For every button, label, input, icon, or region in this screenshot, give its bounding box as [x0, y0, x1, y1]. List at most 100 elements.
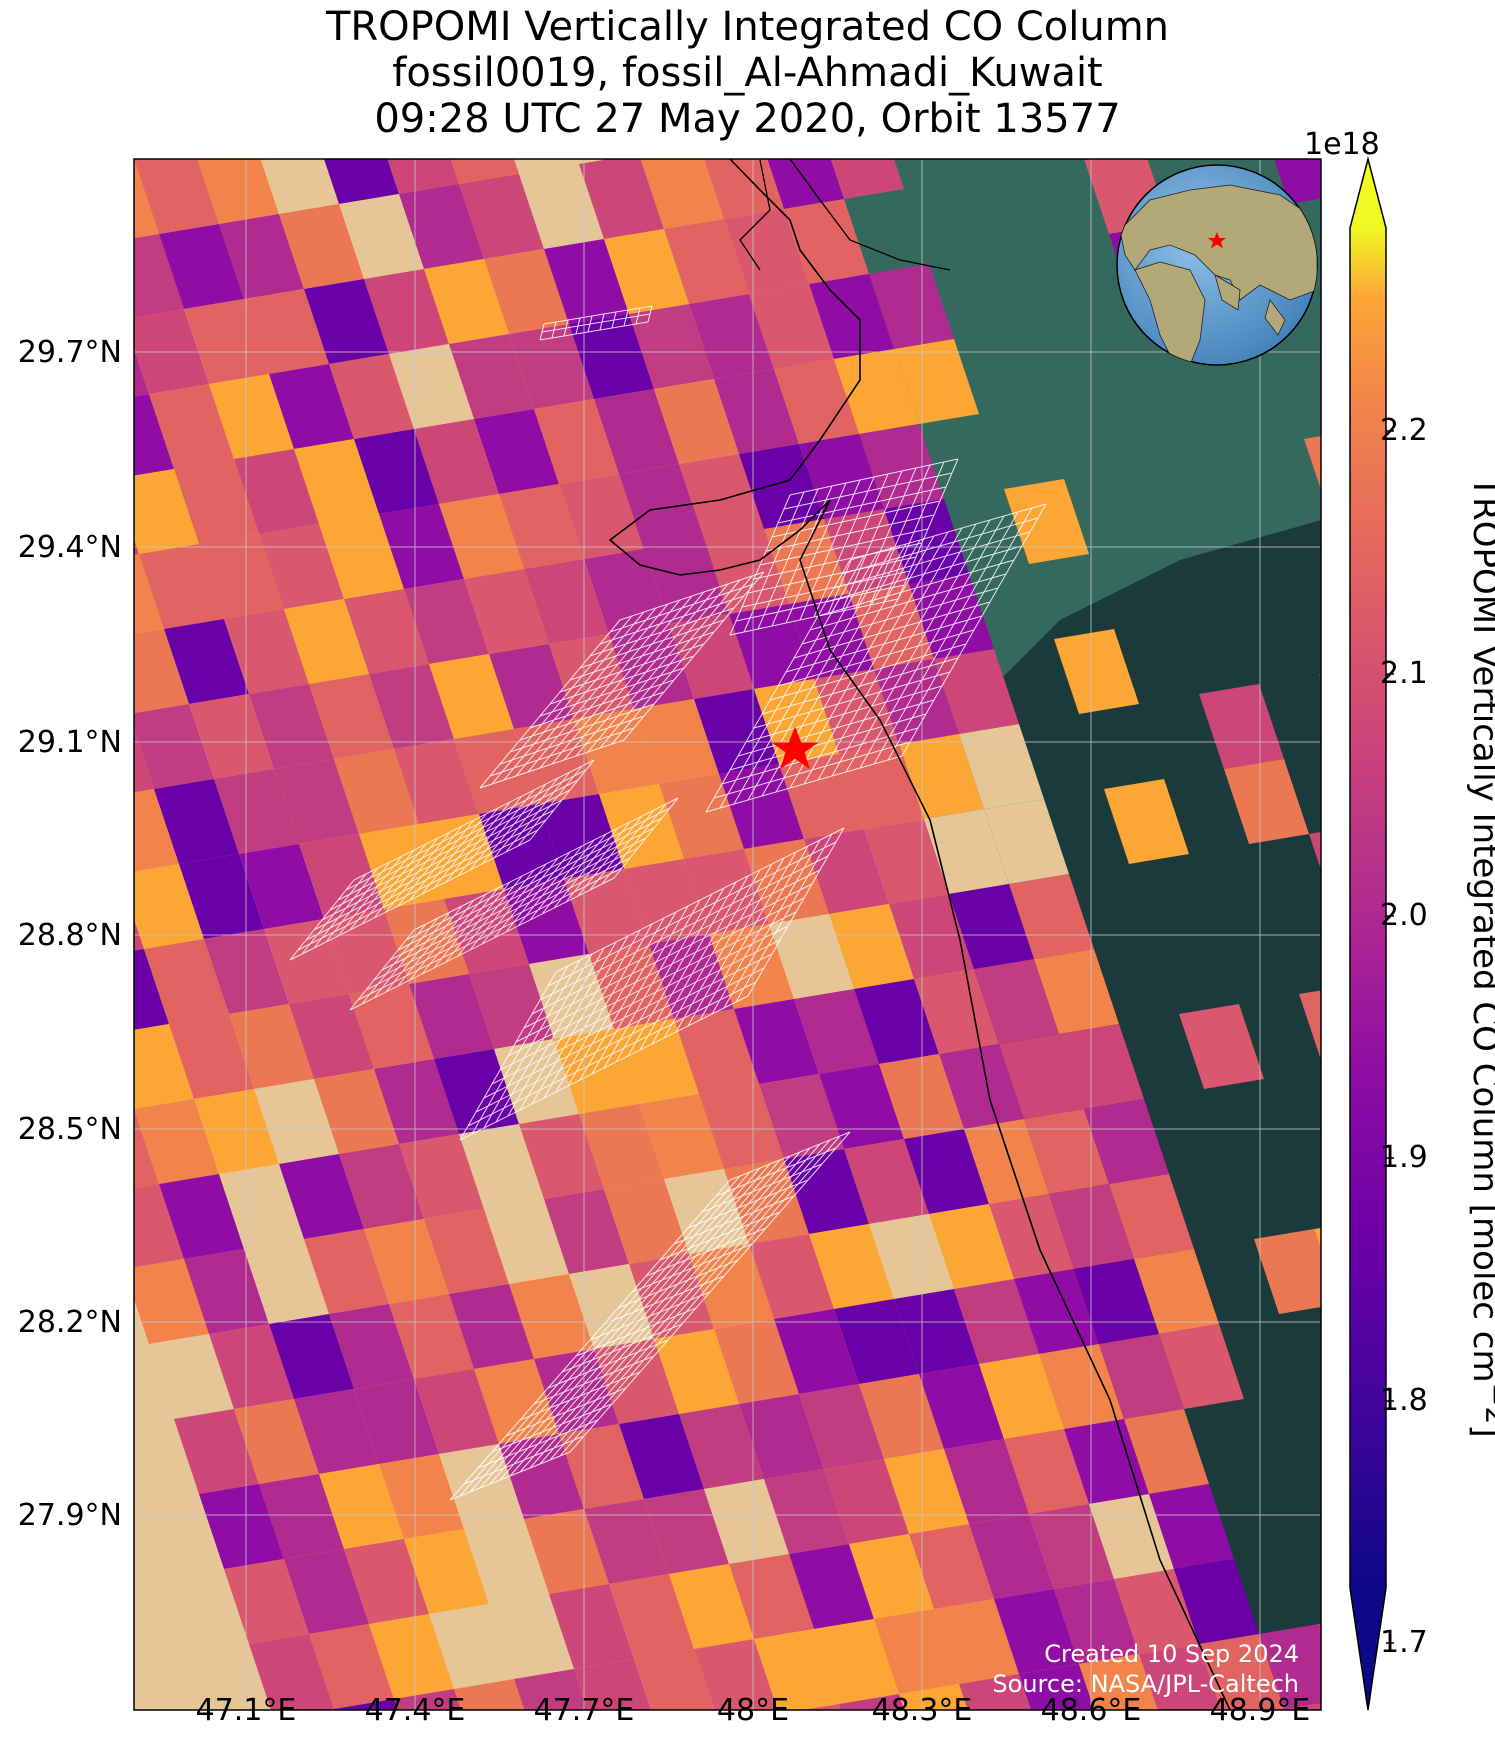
co-pixel: [654, 1329, 739, 1414]
co-pixel: [609, 1574, 694, 1659]
co-pixel: [364, 1219, 449, 1304]
co-pixel: [354, 429, 439, 514]
co-pixel: [1109, 1174, 1194, 1259]
co-pixel: [939, 1044, 1024, 1129]
co-pixel: [184, 299, 269, 384]
co-pixel: [534, 399, 619, 484]
co-pixel: [294, 1389, 379, 1474]
co-pixel: [859, 1374, 944, 1459]
co-pixel: [884, 499, 969, 584]
co-pixel: [244, 1239, 329, 1324]
co-pixel: [869, 264, 954, 349]
co-pixel: [1009, 874, 1094, 959]
co-pixel: [644, 539, 729, 624]
co-pixel: [559, 474, 644, 559]
co-pixel: [450, 159, 519, 184]
co-pixel: [839, 1694, 905, 1710]
co-pixel: [919, 1364, 1004, 1449]
colorbar-ticks: [1386, 430, 1394, 1644]
co-pixel: [584, 1499, 669, 1584]
co-pixel: [134, 394, 174, 476]
co-pixel: [894, 339, 979, 424]
co-pixel: [134, 1024, 194, 1109]
co-pixel: [1054, 1579, 1139, 1664]
lat-tick-label: 29.1°N: [17, 725, 122, 760]
colorbar-extend-min: [1350, 1588, 1386, 1710]
co-pixel: [524, 559, 609, 644]
co-pixel: [1114, 1569, 1199, 1654]
co-pixel: [134, 949, 169, 1030]
co-pixel: [29, 404, 114, 489]
co-pixel: [744, 839, 829, 924]
coastline-north: [739, 159, 951, 271]
footprint-grid: [479, 571, 765, 789]
co-pixel: [1039, 1344, 1124, 1429]
co-pixel: [899, 1684, 968, 1710]
co-pixel: [159, 224, 244, 309]
co-pixel: [194, 1089, 279, 1174]
lat-tick-label: 28.8°N: [17, 918, 122, 953]
co-pixel: [674, 1009, 759, 1094]
co-pixel: [1024, 1109, 1109, 1194]
co-pixel: [644, 1489, 729, 1574]
footprint-grid: [349, 797, 679, 1011]
co-pixel: [1124, 1409, 1209, 1494]
chart-title-line-2: fossil0019, fossil_Al-Ahmadi_Kuwait: [392, 50, 1103, 96]
co-pixel: [803, 1704, 841, 1710]
co-pixel: [199, 534, 284, 619]
coastline: [608, 159, 1231, 1710]
co-pixel: [619, 1414, 704, 1499]
co-pixel: [1029, 1504, 1114, 1589]
co-pixel: [289, 994, 374, 1079]
co-pixel: [429, 1604, 514, 1689]
co-pixel: [260, 159, 339, 214]
co-pixel: [414, 419, 499, 504]
co-pixel: [894, 1289, 979, 1374]
co-pixel: [314, 1069, 399, 1154]
co-pixel: [134, 789, 179, 872]
co-pixel: [734, 999, 819, 1084]
co-pixel: [344, 589, 429, 674]
co-pixel: [389, 344, 474, 429]
co-pixel: [309, 674, 394, 759]
co-pixel: [1384, 99, 1469, 184]
co-pixel: [434, 1049, 519, 1134]
co-pixel: [349, 984, 434, 1069]
co-pixel: [1104, 779, 1189, 864]
co-pixel: [704, 159, 784, 219]
co-pixel: [239, 844, 324, 929]
co-pixel: [594, 389, 679, 474]
colorbar-outline: [1349, 156, 1387, 1711]
co-pixel: [134, 864, 204, 949]
co-pixel: [199, 1484, 284, 1569]
co-pixel: [1134, 1249, 1219, 1334]
co-pixel: [1314, 1227, 1321, 1250]
co-pixel: [179, 854, 264, 939]
co-pixel: [484, 1199, 569, 1284]
co-pixel: [134, 469, 199, 554]
co-pixel: [329, 1304, 414, 1389]
co-pixel: [564, 869, 649, 954]
co-pixel: [454, 729, 539, 814]
co-pixel: [369, 1614, 454, 1699]
co-pixel: [144, 939, 229, 1024]
co-pixel: [279, 204, 364, 289]
co-pixel: [174, 459, 259, 544]
co-pixel: [714, 369, 799, 454]
co-pixel: [387, 159, 459, 194]
co-pixel: [424, 1209, 509, 1294]
co-pixel: [164, 619, 249, 704]
co-pixel: [154, 779, 239, 864]
co-pixel: [24, 959, 109, 1044]
co-pixel: [949, 884, 1034, 969]
co-pixel: [244, 289, 329, 374]
co-pixel: [604, 229, 689, 314]
co-pixel: [14, 169, 99, 254]
co-pixel: [994, 1589, 1079, 1674]
co-pixel: [764, 1469, 849, 1554]
colorbar-gradient: [1350, 228, 1386, 1588]
co-pixel: [329, 354, 414, 439]
co-pixel: [499, 484, 584, 569]
co-pixel: [814, 669, 899, 754]
